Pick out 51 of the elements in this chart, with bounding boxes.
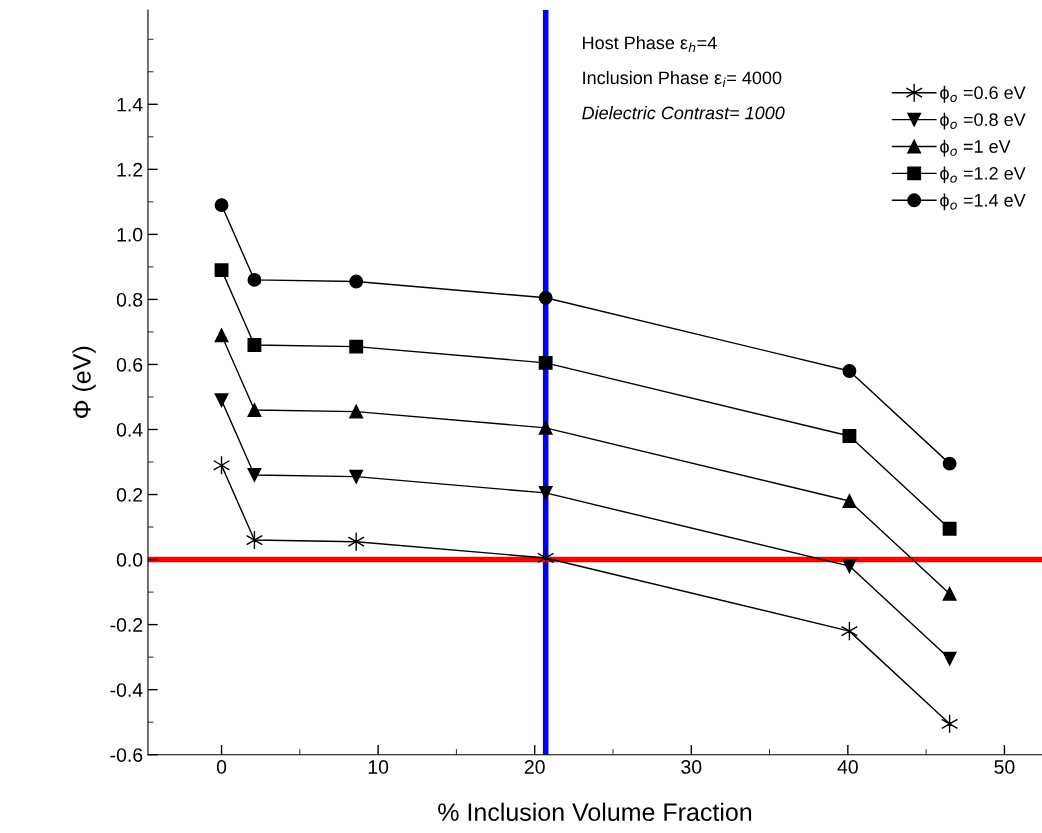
point	[349, 404, 364, 419]
y-tick-label: 0.0	[116, 553, 143, 567]
x-tick-label: 0	[216, 760, 227, 774]
point	[214, 198, 229, 213]
legend-label: ϕ$_{o}$ =1 eV	[940, 139, 1011, 157]
point	[349, 339, 364, 354]
y-axis-title: Φ (eV)	[72, 346, 96, 418]
point	[942, 456, 957, 471]
annotation: Host Phase ε$_{h}$=4	[583, 35, 717, 53]
point	[538, 420, 553, 435]
y-tick-label: 1.2	[117, 162, 143, 177]
y-tick-label: 1.0	[117, 227, 143, 242]
point	[942, 586, 957, 601]
y-tick-label: 0.4	[116, 422, 143, 437]
point	[247, 338, 262, 352]
point	[247, 403, 262, 417]
point	[538, 355, 553, 370]
x-tick-label: 40	[837, 760, 858, 774]
y-tick-label: -0.4	[110, 683, 143, 697]
x-tick-label: 20	[524, 760, 545, 774]
point	[842, 494, 857, 508]
point	[538, 290, 553, 305]
x-tick-label: 10	[368, 760, 389, 774]
point	[942, 651, 957, 666]
point	[842, 559, 857, 574]
point	[349, 274, 364, 289]
point	[247, 468, 262, 482]
legend-label: ϕ$_{o}$ =1.2 eV	[940, 166, 1026, 184]
point	[942, 521, 957, 536]
point	[349, 469, 364, 484]
legend-label: ϕ$_{o}$ =1.4 eV	[940, 193, 1026, 211]
x-tick-label: 50	[994, 760, 1015, 774]
x-axis-title: % Inclusion Volume Fraction	[438, 802, 752, 822]
x-tick-label: 30	[681, 760, 702, 774]
y-tick-label: 0.8	[116, 292, 143, 307]
point	[214, 263, 229, 278]
point	[842, 429, 857, 443]
point	[214, 328, 229, 343]
legend-label: ϕ$_{o}$ =0.6 eV	[940, 85, 1026, 103]
point	[842, 364, 857, 378]
point	[214, 393, 229, 408]
y-tick-label: -0.2	[110, 618, 143, 632]
y-tick-label: 0.6	[116, 357, 143, 372]
point	[247, 272, 262, 287]
annotation: Inclusion Phase ε$_{i}$= 4000	[583, 70, 782, 88]
y-tick-label: -0.6	[110, 748, 143, 762]
point	[538, 485, 553, 500]
y-tick-label: 0.2	[116, 488, 143, 502]
legend-label: ϕ$_{o}$ =0.8 eV	[940, 112, 1026, 130]
y-tick-label: 1.4	[117, 97, 143, 112]
annotation: Dielectric Contrast= 1000	[582, 106, 785, 120]
